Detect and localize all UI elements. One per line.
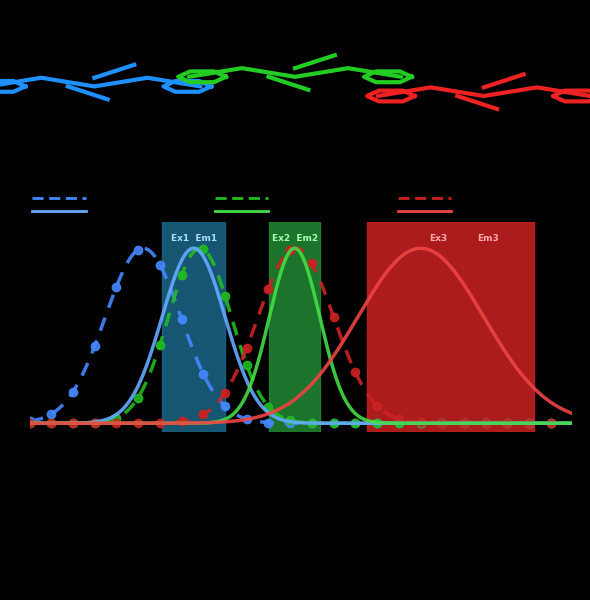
Text: Ex2  Em2: Ex2 Em2 xyxy=(271,234,317,243)
Text: Ex1  Em1: Ex1 Em1 xyxy=(171,234,217,243)
Text: Em3: Em3 xyxy=(477,234,499,243)
Text: Channel 3:
Ex: 561 nm
Em: 617-750 nm: Channel 3: Ex: 561 nm Em: 617-750 nm xyxy=(408,521,512,564)
Text: Channel 2:
Ex: 485 nm
Em: 540-580 nm: Channel 2: Ex: 485 nm Em: 540-580 nm xyxy=(225,521,329,564)
Bar xyxy=(270,222,320,432)
Text: Channel 1:
Ex: 440 nm
Em: 455-505 nm: Channel 1: Ex: 440 nm Em: 455-505 nm xyxy=(30,521,135,564)
Bar xyxy=(162,222,225,432)
Text: Ex3: Ex3 xyxy=(429,234,447,243)
Bar xyxy=(366,222,535,432)
